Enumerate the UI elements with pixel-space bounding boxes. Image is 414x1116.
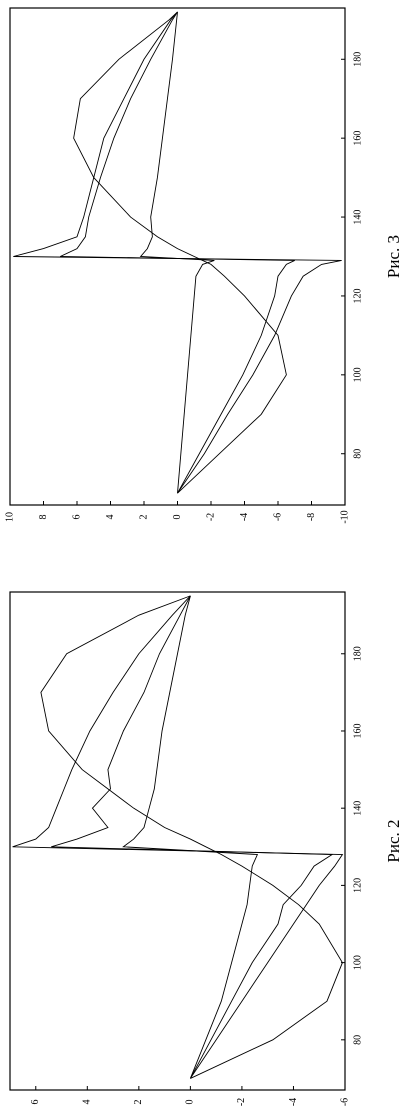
- y-tick-label: 2: [133, 1100, 144, 1105]
- data-line: [13, 11, 342, 494]
- x-tick-label: 180: [352, 52, 363, 67]
- data-line: [139, 11, 215, 494]
- y-tick-label: 8: [38, 515, 49, 520]
- y-tick-label: -6: [339, 1098, 350, 1106]
- chart: 80 100 120 140 160 180 -10 -8 -6 -4 -2 0 2 4 6 8 10 Рис. …: [4, 7, 403, 524]
- y-tick-label: 6: [30, 1100, 41, 1105]
- x-tick-label: 140: [352, 801, 363, 816]
- figure-caption: Рис. 3: [384, 235, 403, 278]
- data-line: [73, 11, 287, 494]
- data-line: [122, 595, 259, 1079]
- chart: 80 100 120 140 160 180 -6 -4 -2 0 2 4 6 Рис. 2: [9, 591, 403, 1106]
- x-tick-label: 80: [352, 449, 363, 459]
- data-line: [12, 595, 344, 1079]
- plot-frame: [9, 591, 346, 1091]
- x-tick-label: 100: [352, 367, 363, 382]
- y-tick-label: -4: [239, 513, 250, 521]
- data-line: [51, 595, 334, 1079]
- data-line: [60, 11, 295, 494]
- x-tick-label: 180: [352, 646, 363, 661]
- x-tick-label: 80: [352, 1035, 363, 1045]
- y-tick-label: -6: [272, 513, 283, 521]
- x-tick-label: 140: [352, 210, 363, 225]
- y-tick-label: -4: [288, 1098, 299, 1106]
- x-tick-label: 120: [352, 878, 363, 893]
- x-tick-label: 120: [352, 288, 363, 303]
- y-tick-label: 0: [185, 1100, 196, 1105]
- y-tick-label: -8: [306, 513, 317, 521]
- y-tick-label: 6: [71, 515, 82, 520]
- y-tick-label: 0: [172, 515, 183, 520]
- x-tick-label: 160: [352, 723, 363, 738]
- figure-caption: Рис. 2: [384, 819, 403, 862]
- y-tick-label: 4: [105, 515, 116, 520]
- y-tick-label: 10: [4, 512, 15, 522]
- y-tick-label: 4: [82, 1100, 93, 1105]
- y-tick-label: 2: [138, 515, 149, 520]
- y-tick-label: -2: [205, 513, 216, 521]
- y-tick-label: -2: [236, 1098, 247, 1106]
- x-tick-label: 100: [352, 955, 363, 970]
- x-tick-label: 160: [352, 131, 363, 146]
- data-line: [40, 595, 343, 1079]
- y-tick-label: -10: [339, 510, 350, 523]
